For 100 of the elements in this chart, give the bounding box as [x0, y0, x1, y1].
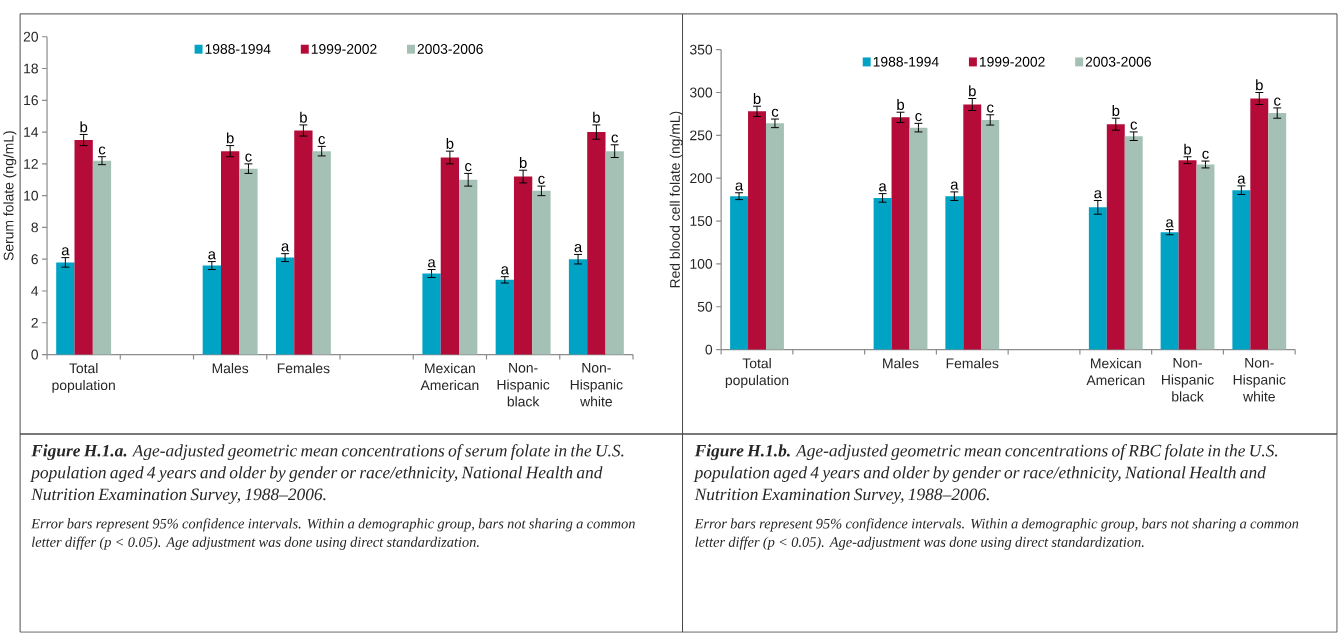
bar	[1106, 124, 1125, 350]
bar	[275, 257, 295, 355]
data-label: a	[501, 266, 509, 275]
bar	[873, 198, 892, 350]
data-label: c	[318, 136, 326, 145]
bar	[909, 127, 928, 350]
x-tick-label: Total population	[725, 358, 789, 389]
data-label: b	[897, 99, 905, 111]
y-tick-label: 20	[23, 32, 39, 42]
bar	[239, 168, 258, 355]
bar	[765, 123, 784, 350]
data-label: c	[465, 163, 472, 172]
y-axis-title: Red blood cell folate (ng/mL)	[669, 111, 683, 288]
data-label: a	[574, 244, 583, 253]
data-label: c	[987, 104, 994, 113]
bar	[1124, 136, 1143, 350]
text: Figure H.1.b. Age-adjusted geometric mean concentrations of RBC folate in the U.S. population aged 4 years and older by gender or race/ethnicity, National Health and Nutrition Examination Survey, 1988–2006.	[693, 444, 1278, 504]
data-label: b	[1184, 143, 1192, 155]
y-tick-label: 0	[31, 349, 39, 360]
text: Error bars represent 95% confidence intervals. Within a demographic group, bars not sharing a common letter differ (p < 0.05). Age adjustment was done using direct standardization.	[31, 518, 635, 550]
y-tick-label: 10	[24, 190, 39, 201]
bar	[1088, 207, 1107, 350]
bar	[312, 151, 331, 355]
y-tick-label: 350	[689, 44, 713, 55]
y-tick-label: 18	[24, 63, 38, 74]
bar	[981, 120, 1000, 350]
x-tick-label: Females	[277, 363, 330, 374]
bar	[202, 265, 221, 355]
x-tick-label: Mexican American	[1086, 358, 1145, 386]
data-label: c	[538, 175, 545, 185]
x-tick-label: Males	[883, 358, 919, 369]
bar	[56, 262, 75, 355]
data-label: a	[735, 182, 744, 191]
y-tick-label: 16	[24, 95, 38, 106]
y-tick-label: 250	[690, 130, 713, 141]
data-label: b	[300, 111, 307, 123]
y-tick-label: 50	[697, 301, 713, 312]
bar	[294, 130, 313, 355]
text: Figure H.1.a. Age-adjusted geometric mean concentrations of serum folate in the U.S. population aged 4 years and older by gender or race/ethnicity, National Health and Nutrition Examination Survey, 1988–2006.	[30, 444, 624, 504]
data-label: a	[281, 243, 290, 252]
x-tick-label: Non-Hispanic black	[1162, 358, 1214, 402]
bar	[532, 191, 551, 355]
legend-label: 1999-2002	[311, 44, 377, 55]
x-tick-label: Total population	[52, 363, 115, 394]
bar	[587, 132, 606, 355]
bar	[495, 280, 514, 355]
bar	[1268, 113, 1287, 350]
y-tick-label: 6	[31, 254, 38, 265]
data-label: b	[1112, 105, 1120, 117]
data-label: c	[98, 146, 106, 155]
x-tick-label: Females	[946, 358, 999, 369]
bar	[92, 160, 112, 355]
y-tick-label: 14	[24, 127, 39, 138]
bar	[220, 151, 240, 355]
bar	[1232, 190, 1251, 350]
data-label: a	[1094, 190, 1102, 199]
x-tick-label: Non-Hispanic white	[1233, 358, 1286, 402]
data-label: b	[969, 85, 976, 97]
data-label: c	[1202, 150, 1209, 160]
y-tick-label: 150	[690, 216, 713, 227]
bar	[440, 157, 460, 355]
bar	[1160, 232, 1179, 350]
x-tick-label: Mexican American	[420, 363, 479, 391]
data-label: b	[1256, 79, 1263, 91]
data-label: a	[1237, 175, 1246, 184]
y-tick-label: 0	[705, 344, 713, 355]
bar	[459, 179, 478, 355]
bar	[748, 111, 766, 350]
y-tick-label: 4	[31, 286, 39, 296]
data-label: b	[519, 157, 527, 169]
legend-label: 2003-2006	[417, 44, 483, 55]
bar	[1250, 98, 1269, 350]
data-label: c	[771, 108, 779, 118]
bar	[1196, 164, 1215, 350]
data-label: b	[446, 138, 454, 150]
bar	[74, 140, 93, 355]
bar	[891, 117, 910, 350]
data-label: b	[80, 121, 88, 133]
bar	[963, 104, 982, 350]
legend-label: 2003-2006	[1085, 57, 1151, 67]
y-tick-label: 100	[690, 259, 713, 269]
legend-label: 1999-2002	[979, 57, 1045, 67]
legend-label: 1988-1994	[873, 57, 939, 67]
bar	[730, 196, 749, 350]
data-label: c	[245, 153, 252, 162]
bar	[568, 259, 588, 355]
data-label: b	[753, 93, 761, 105]
data-label: a	[208, 251, 216, 260]
y-tick-label: 12	[24, 159, 38, 169]
bar	[605, 151, 624, 355]
data-label: c	[1130, 121, 1138, 130]
data-label: a	[950, 181, 959, 190]
data-label: a	[1166, 219, 1174, 228]
y-axis-title: Serum folate (ng/mL)	[3, 131, 17, 261]
legend-label: 1988-1994	[205, 44, 271, 55]
x-tick-label: Non-Hispanic black	[497, 363, 550, 407]
x-tick-label: Males	[212, 363, 249, 374]
bar	[422, 273, 441, 355]
bar	[513, 176, 533, 355]
y-tick-label: 200	[690, 173, 713, 184]
